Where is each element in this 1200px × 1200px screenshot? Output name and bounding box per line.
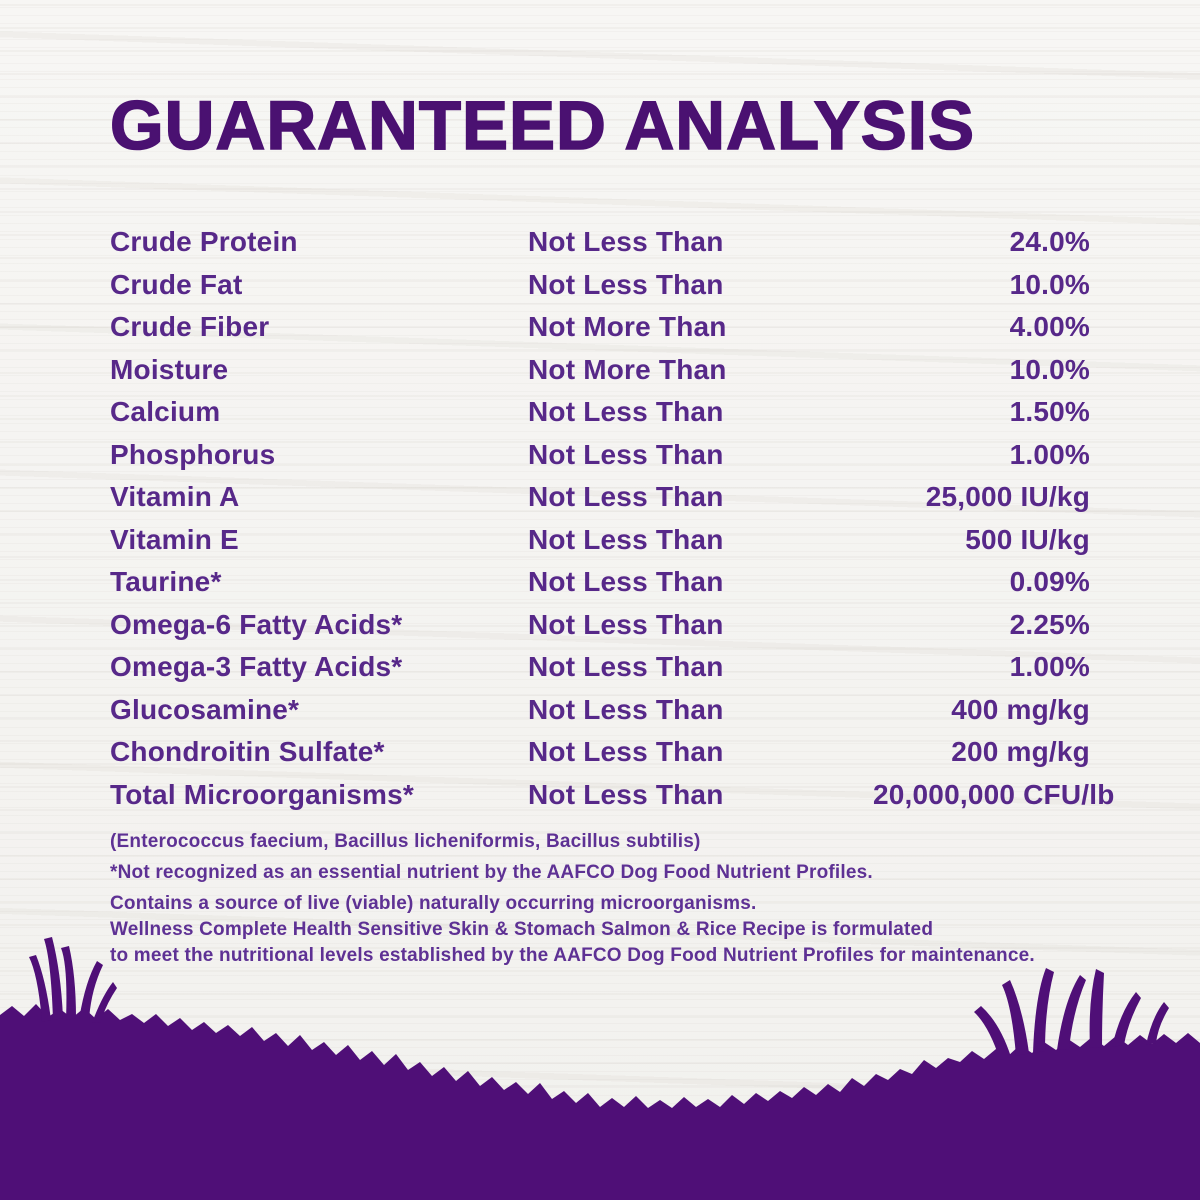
grass-silhouette <box>0 937 1200 1200</box>
nutrient-value: 500 IU/kg <box>965 523 1090 555</box>
microorganism-species-note: (Enterococcus faecium, Bacillus lichenif… <box>110 831 701 852</box>
nutrient-name: Omega-3 Fatty Acids* <box>110 651 403 683</box>
qualifier-text: Not Less Than <box>528 566 724 598</box>
nutrient-name: Moisture <box>110 353 229 385</box>
nutrient-name: Calcium <box>110 396 221 428</box>
grass-blade <box>1002 980 1029 1056</box>
nutrient-name: Crude Protein <box>110 226 298 258</box>
footnotes: (Enterococcus faecium, Bacillus lichenif… <box>110 831 1120 967</box>
nutrient-name: Omega-6 Fatty Acids* <box>110 608 403 640</box>
nutrient-value: 25,000 IU/kg <box>925 481 1090 513</box>
nutrient-name: Glucosamine* <box>110 693 300 725</box>
aafco-statement-line-1: Wellness Complete Health Sensitive Skin … <box>110 919 934 940</box>
grass-blade <box>1057 975 1086 1050</box>
grass-blade <box>92 982 117 1023</box>
qualifier-text: Not Less Than <box>528 736 724 768</box>
nutrient-value: 20,000,000 CFU/lb <box>873 778 1115 810</box>
nutrient-name: Taurine* <box>110 566 222 598</box>
analysis-table: Crude Protein Not Less Than 24.0% Crude … <box>0 221 1200 816</box>
grass-hill <box>0 1004 1200 1200</box>
grass-blade <box>974 1006 1011 1060</box>
qualifier-text: Not Less Than <box>528 608 724 640</box>
table-row: Crude Fat Not Less Than 10.0% <box>0 264 1200 307</box>
table-row: Taurine* Not Less Than 0.09% <box>0 561 1200 604</box>
grass-blade <box>1089 969 1104 1048</box>
grass-blade <box>61 946 76 1020</box>
nutrient-name: Crude Fiber <box>110 311 270 343</box>
nutrient-name: Chondroitin Sulfate* <box>110 736 385 768</box>
table-row: Omega-3 Fatty Acids* Not Less Than 1.00% <box>0 646 1200 689</box>
qualifier-text: Not Less Than <box>528 268 724 300</box>
table-row: Crude Protein Not Less Than 24.0% <box>0 221 1200 264</box>
grass-blade <box>29 955 51 1022</box>
qualifier-text: Not Less Than <box>528 778 724 810</box>
table-row: Vitamin A Not Less Than 25,000 IU/kg <box>0 476 1200 519</box>
aafco-statement-line-2: to meet the nutritional levels establish… <box>110 945 1035 966</box>
nutrient-value: 4.00% <box>1009 311 1090 343</box>
table-row: Chondroitin Sulfate* Not Less Than 200 m… <box>0 731 1200 774</box>
page-title: GUARANTEED ANALYSIS <box>109 86 975 165</box>
table-row: Phosphorus Not Less Than 1.00% <box>0 434 1200 477</box>
nutrient-name: Crude Fat <box>110 268 243 300</box>
qualifier-text: Not More Than <box>528 311 727 343</box>
nutrient-value: 2.25% <box>1009 608 1090 640</box>
nutrient-value: 200 mg/kg <box>951 736 1090 768</box>
nutrient-name: Phosphorus <box>110 438 276 470</box>
grass-blade <box>79 961 103 1020</box>
table-row: Total Microorganisms* Not Less Than 20,0… <box>0 774 1200 817</box>
grass-blade-tuft-right <box>974 968 1169 1060</box>
table-row: Moisture Not More Than 10.0% <box>0 349 1200 392</box>
table-row: Vitamin E Not Less Than 500 IU/kg <box>0 519 1200 562</box>
nutrient-name: Vitamin A <box>110 481 240 513</box>
grass-blade-tuft-left <box>29 937 117 1023</box>
nutrient-value: 24.0% <box>1009 226 1090 258</box>
qualifier-text: Not Less Than <box>528 396 724 428</box>
table-row: Crude Fiber Not More Than 4.00% <box>0 306 1200 349</box>
qualifier-text: Not Less Than <box>528 651 724 683</box>
nutrient-value: 10.0% <box>1009 353 1090 385</box>
grass-blade <box>1033 968 1054 1053</box>
qualifier-text: Not Less Than <box>528 481 724 513</box>
grass-blade <box>1112 992 1141 1047</box>
qualifier-text: Not Less Than <box>528 438 724 470</box>
table-row: Glucosamine* Not Less Than 400 mg/kg <box>0 689 1200 732</box>
table-row: Omega-6 Fatty Acids* Not Less Than 2.25% <box>0 604 1200 647</box>
table-row: Calcium Not Less Than 1.50% <box>0 391 1200 434</box>
nutrient-value: 1.00% <box>1009 438 1090 470</box>
nutrient-name: Vitamin E <box>110 523 239 555</box>
qualifier-text: Not Less Than <box>528 693 724 725</box>
nutrient-value: 400 mg/kg <box>951 693 1090 725</box>
grass-blade <box>44 937 63 1020</box>
qualifier-text: Not More Than <box>528 353 727 385</box>
nutrient-name: Total Microorganisms* <box>110 778 414 810</box>
asterisk-footnote: *Not recognized as an essential nutrient… <box>110 862 873 883</box>
grass-blade <box>1146 1002 1169 1045</box>
qualifier-text: Not Less Than <box>528 523 724 555</box>
nutrient-value: 1.50% <box>1009 396 1090 428</box>
qualifier-text: Not Less Than <box>528 226 724 258</box>
nutrient-value: 1.00% <box>1009 651 1090 683</box>
nutrient-value: 10.0% <box>1009 268 1090 300</box>
viable-microorganisms-note: Contains a source of live (viable) natur… <box>110 893 757 914</box>
nutrient-value: 0.09% <box>1009 566 1090 598</box>
